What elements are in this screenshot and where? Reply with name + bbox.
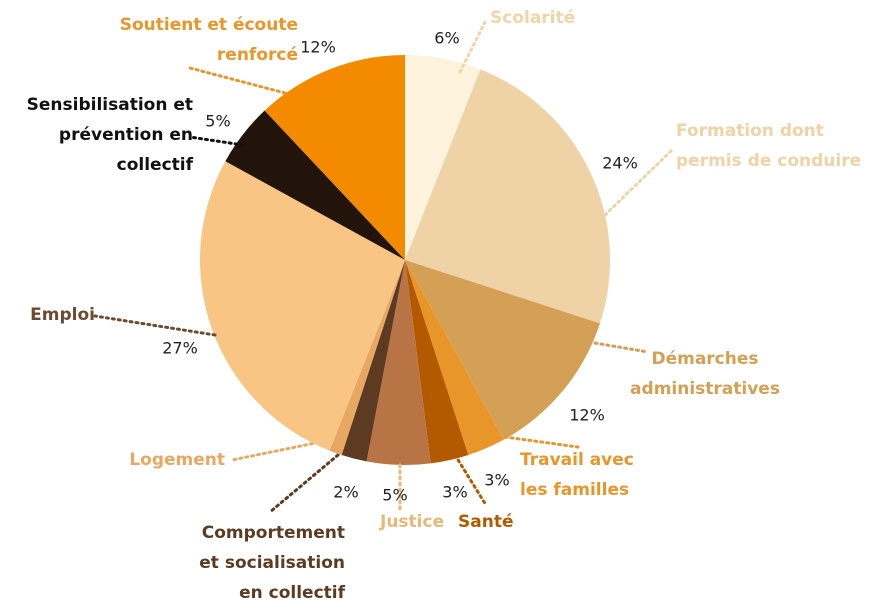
value-label: 12%	[300, 37, 336, 57]
pie-slice	[264, 55, 405, 260]
pie-slice	[405, 260, 504, 455]
value-label: 12%	[569, 405, 605, 425]
value-label: 27%	[162, 338, 198, 358]
pie-slice	[366, 260, 431, 465]
slice-label: Démarches administratives	[630, 349, 780, 399]
value-label: 2%	[333, 482, 359, 502]
pie-slice	[225, 110, 405, 260]
leader-line	[603, 148, 674, 217]
pie-slice	[405, 260, 469, 464]
value-label: 6%	[434, 28, 460, 48]
pie-slice	[329, 260, 405, 455]
leader-line	[453, 453, 488, 507]
leader-line	[593, 341, 650, 354]
slice-label: Logement	[129, 450, 225, 470]
slice-label: Formation dont permis de conduire	[676, 121, 862, 171]
slice-label: Emploi	[30, 305, 95, 325]
pie-slice	[405, 260, 600, 440]
leader-line	[503, 435, 580, 449]
slice-label: Soutient et écoute renforcé	[119, 15, 298, 65]
pie-slice	[405, 69, 611, 324]
leader-line	[188, 66, 287, 95]
slice-label: Sensibilisation et prévention en collect…	[26, 95, 193, 175]
leader-line	[93, 314, 217, 337]
slice-label: Justice	[380, 512, 445, 532]
value-label: 5%	[205, 111, 231, 131]
slice-label: Santé	[458, 512, 514, 532]
slice-label: Scolarité	[490, 8, 576, 28]
value-label: 5%	[382, 485, 408, 505]
pie-slice	[200, 161, 405, 451]
value-label: 24%	[602, 153, 638, 173]
leader-line	[458, 18, 488, 74]
value-label: 3%	[442, 482, 468, 502]
leader-line	[268, 453, 340, 514]
slice-label: Travail avec les familles	[520, 450, 634, 500]
leader-line	[188, 135, 245, 147]
pie-slice	[341, 260, 405, 462]
slice-label: Comportement et socialisation en collect…	[199, 523, 345, 601]
pie-slice	[405, 55, 481, 260]
value-label: 3%	[484, 470, 510, 490]
